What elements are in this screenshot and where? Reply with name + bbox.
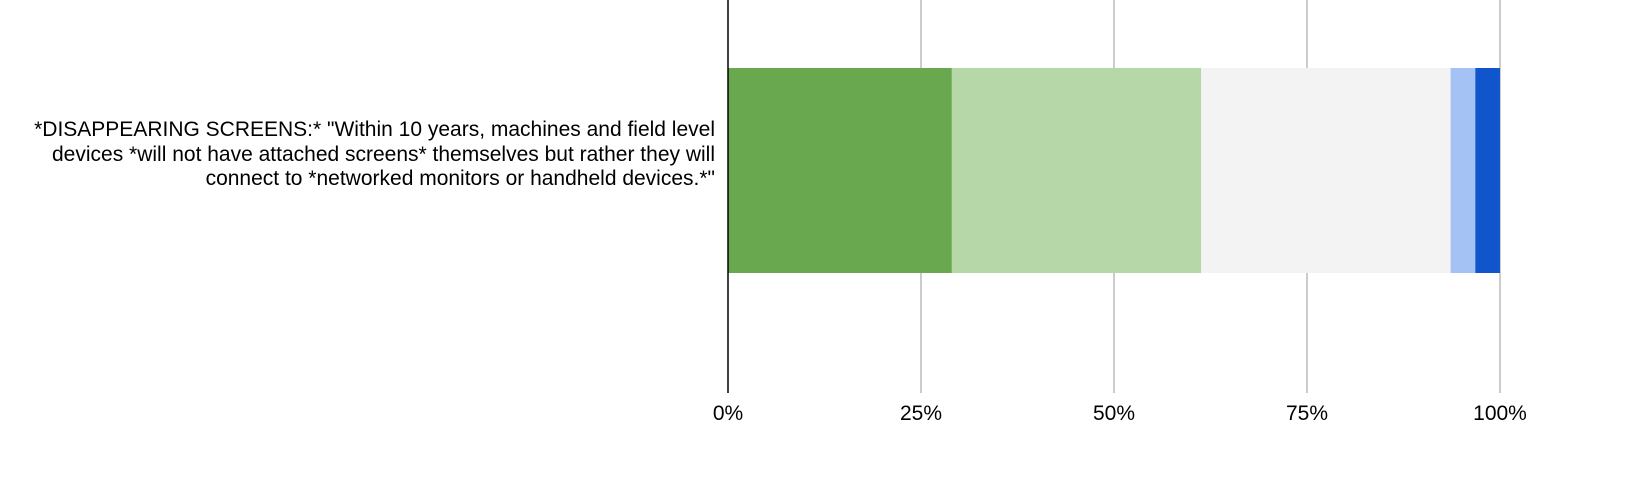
bar-segment-2 — [951, 68, 1202, 273]
bar-segment-4 — [1450, 68, 1476, 273]
bar-segment-5 — [1475, 68, 1500, 273]
x-tick-label: 50% — [1093, 402, 1135, 425]
x-tick-label: 75% — [1286, 402, 1328, 425]
bar-segment-1 — [728, 68, 952, 273]
x-tick-label: 25% — [900, 402, 942, 425]
category-label: *DISAPPEARING SCREENS:* "Within 10 years… — [34, 118, 715, 190]
bar-segment-3 — [1201, 68, 1451, 273]
x-tick-label: 100% — [1473, 402, 1527, 425]
x-tick-label: 0% — [713, 402, 743, 425]
